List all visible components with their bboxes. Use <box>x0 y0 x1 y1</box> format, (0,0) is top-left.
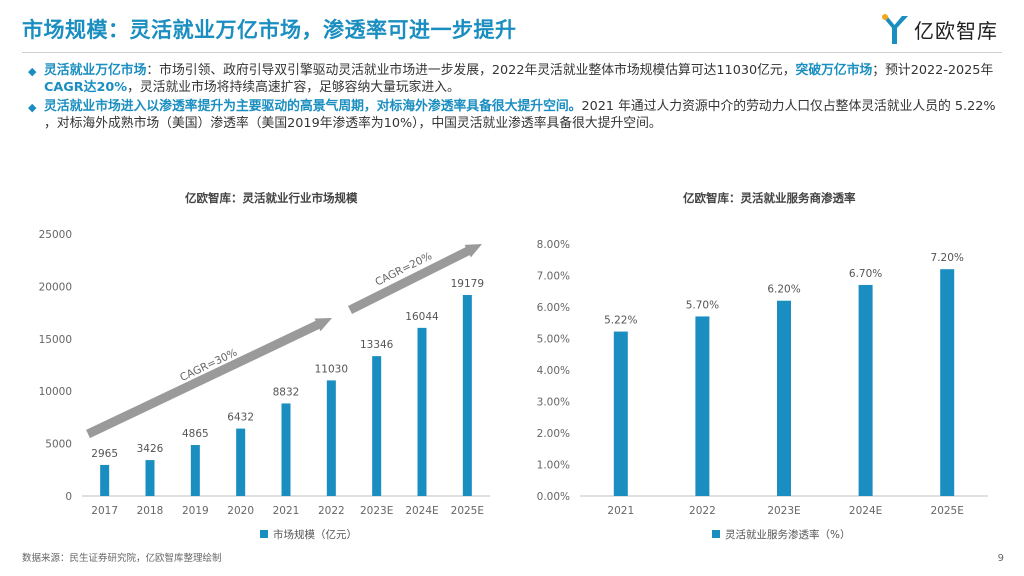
bar <box>145 460 155 496</box>
bar <box>281 403 291 496</box>
market-size-chart: 亿欧智库：灵活就业行业市场规模 0 5000 10000 15000 20000 2500… <box>20 188 510 548</box>
data-label: 7.20% <box>931 252 964 264</box>
data-label: 6.70% <box>849 268 882 280</box>
data-label: 6.20% <box>767 284 800 296</box>
data-label: 13346 <box>360 339 394 351</box>
y-tick-label: 2.00% <box>537 428 570 440</box>
x-tick-label: 2022 <box>318 505 345 517</box>
x-tick-label: 2023E <box>767 505 800 517</box>
y-tick-label: 3.00% <box>537 397 570 409</box>
legend-label: 灵活就业服务渗透率（%） <box>725 528 850 541</box>
data-label: 8832 <box>273 386 300 398</box>
x-tick-label: 2024E <box>849 505 882 517</box>
x-tick-label: 2021 <box>273 505 300 517</box>
penetration-chart: 亿欧智库：灵活就业服务商渗透率 0.00% 1.00% 2.00% 3.00% 4.00… <box>520 188 1010 548</box>
data-label: 4865 <box>182 428 209 440</box>
x-tick-label: 2023E <box>360 505 393 517</box>
y-tick-label: 0.00% <box>537 491 570 503</box>
bar <box>777 300 791 496</box>
highlight-text: 突破万亿市场 <box>795 63 873 78</box>
bar <box>462 295 472 496</box>
y-tick-label: 15000 <box>39 334 72 346</box>
body-text: ，灵活就业市场将持续高速扩容，足够容纳大量玩家进入。 <box>127 80 460 95</box>
bar <box>100 464 110 496</box>
x-tick-label: 2021 <box>607 505 634 517</box>
bullet-diamond-icon: ◆ <box>28 101 37 114</box>
x-tick-label: 2017 <box>91 505 118 517</box>
bullet-item: ◆ 灵活就业万亿市场：市场引领、政府引导双引擎驱动灵活就业市场进一步发展，2022… <box>28 62 1003 96</box>
title-divider <box>22 52 1002 53</box>
data-label: 3426 <box>137 443 164 455</box>
data-label: 19179 <box>451 278 484 290</box>
data-label: 5.22% <box>604 315 637 327</box>
page-number: 9 <box>997 553 1004 564</box>
chart-title: 亿欧智库：灵活就业行业市场规模 <box>185 191 358 205</box>
brand-logo-icon <box>882 14 908 44</box>
x-tick-label: 2025E <box>931 505 964 517</box>
bullet-item: ◆ 灵活就业市场进入以渗透率提升为主要驱动的高景气周期，对标海外渗透率具备很大提升… <box>28 98 1003 132</box>
highlight-text: CAGR达20% <box>44 80 128 95</box>
bar <box>326 380 336 496</box>
highlight-text: 灵活就业万亿市场 <box>44 63 147 78</box>
bar <box>417 327 427 496</box>
y-tick-label: 1.00% <box>537 460 570 472</box>
body-text: 2021 年通过人力资源中介的劳动力人口仅占整体灵活就业人员的 5.22% ，对… <box>44 99 996 131</box>
bar <box>613 331 628 496</box>
data-source-footnote: 数据来源：民生证券研究院，亿欧智库整理绘制 <box>22 553 222 564</box>
data-label: 6432 <box>227 412 254 424</box>
y-tick-label: 8.00% <box>537 239 570 251</box>
data-label: 5.70% <box>686 299 719 311</box>
bar <box>858 284 873 496</box>
y-tick-label: 0 <box>65 491 72 503</box>
y-tick-label: 5000 <box>45 439 72 451</box>
x-tick-label: 2019 <box>182 505 209 517</box>
bar <box>236 428 246 496</box>
page-title: 市场规模：灵活就业万亿市场，渗透率可进一步提升 <box>22 18 517 42</box>
brand-logo: 亿欧智库 <box>880 10 998 48</box>
data-label: 11030 <box>315 363 348 375</box>
bar <box>372 356 382 496</box>
bar <box>940 269 955 496</box>
y-tick-label: 20000 <box>39 281 72 293</box>
y-tick-label: 6.00% <box>537 302 570 314</box>
x-tick-label: 2018 <box>137 505 164 517</box>
legend-swatch <box>260 530 268 538</box>
brand-name: 亿欧智库 <box>914 18 998 43</box>
cagr-arrow <box>347 244 482 315</box>
penetration-chart-svg: 0.00% 1.00% 2.00% 3.00% 4.00% 5.00% 6.00% 7.00%… <box>537 239 988 541</box>
data-label: 2965 <box>91 448 118 460</box>
x-tick-label: 2025E <box>451 505 484 517</box>
bar <box>695 316 710 496</box>
x-tick-label: 2020 <box>227 505 254 517</box>
bullet-diamond-icon: ◆ <box>28 65 37 78</box>
y-tick-label: 7.00% <box>537 271 570 283</box>
legend-label: 市场规模（亿元） <box>273 528 357 541</box>
y-tick-label: 25000 <box>39 229 72 241</box>
highlight-text: 灵活就业市场进入以渗透率提升为主要驱动的高景气周期，对标海外渗透率具备很大提升空… <box>44 99 582 114</box>
data-label: 16044 <box>405 311 439 323</box>
chart-title: 亿欧智库：灵活就业服务商渗透率 <box>683 191 856 205</box>
legend-swatch <box>712 530 720 538</box>
x-tick-label: 2024E <box>405 505 438 517</box>
x-tick-label: 2022 <box>689 505 716 517</box>
body-text: ；预计2022-2025年 <box>872 63 994 78</box>
body-text: ：市场引领、政府引导双引擎驱动灵活就业市场进一步发展，2022年灵活就业整体市场… <box>146 63 796 78</box>
y-tick-label: 5.00% <box>537 334 570 346</box>
y-tick-label: 4.00% <box>537 365 570 377</box>
y-tick-label: 10000 <box>39 386 72 398</box>
bullet-list: ◆ 灵活就业万亿市场：市场引领、政府引导双引擎驱动灵活就业市场进一步发展，2022… <box>28 62 1003 134</box>
cagr-arrow <box>86 318 332 439</box>
market-size-chart-svg: 0 5000 10000 15000 20000 25000 2965 2017 3426 201… <box>39 229 490 541</box>
bar <box>190 445 200 496</box>
